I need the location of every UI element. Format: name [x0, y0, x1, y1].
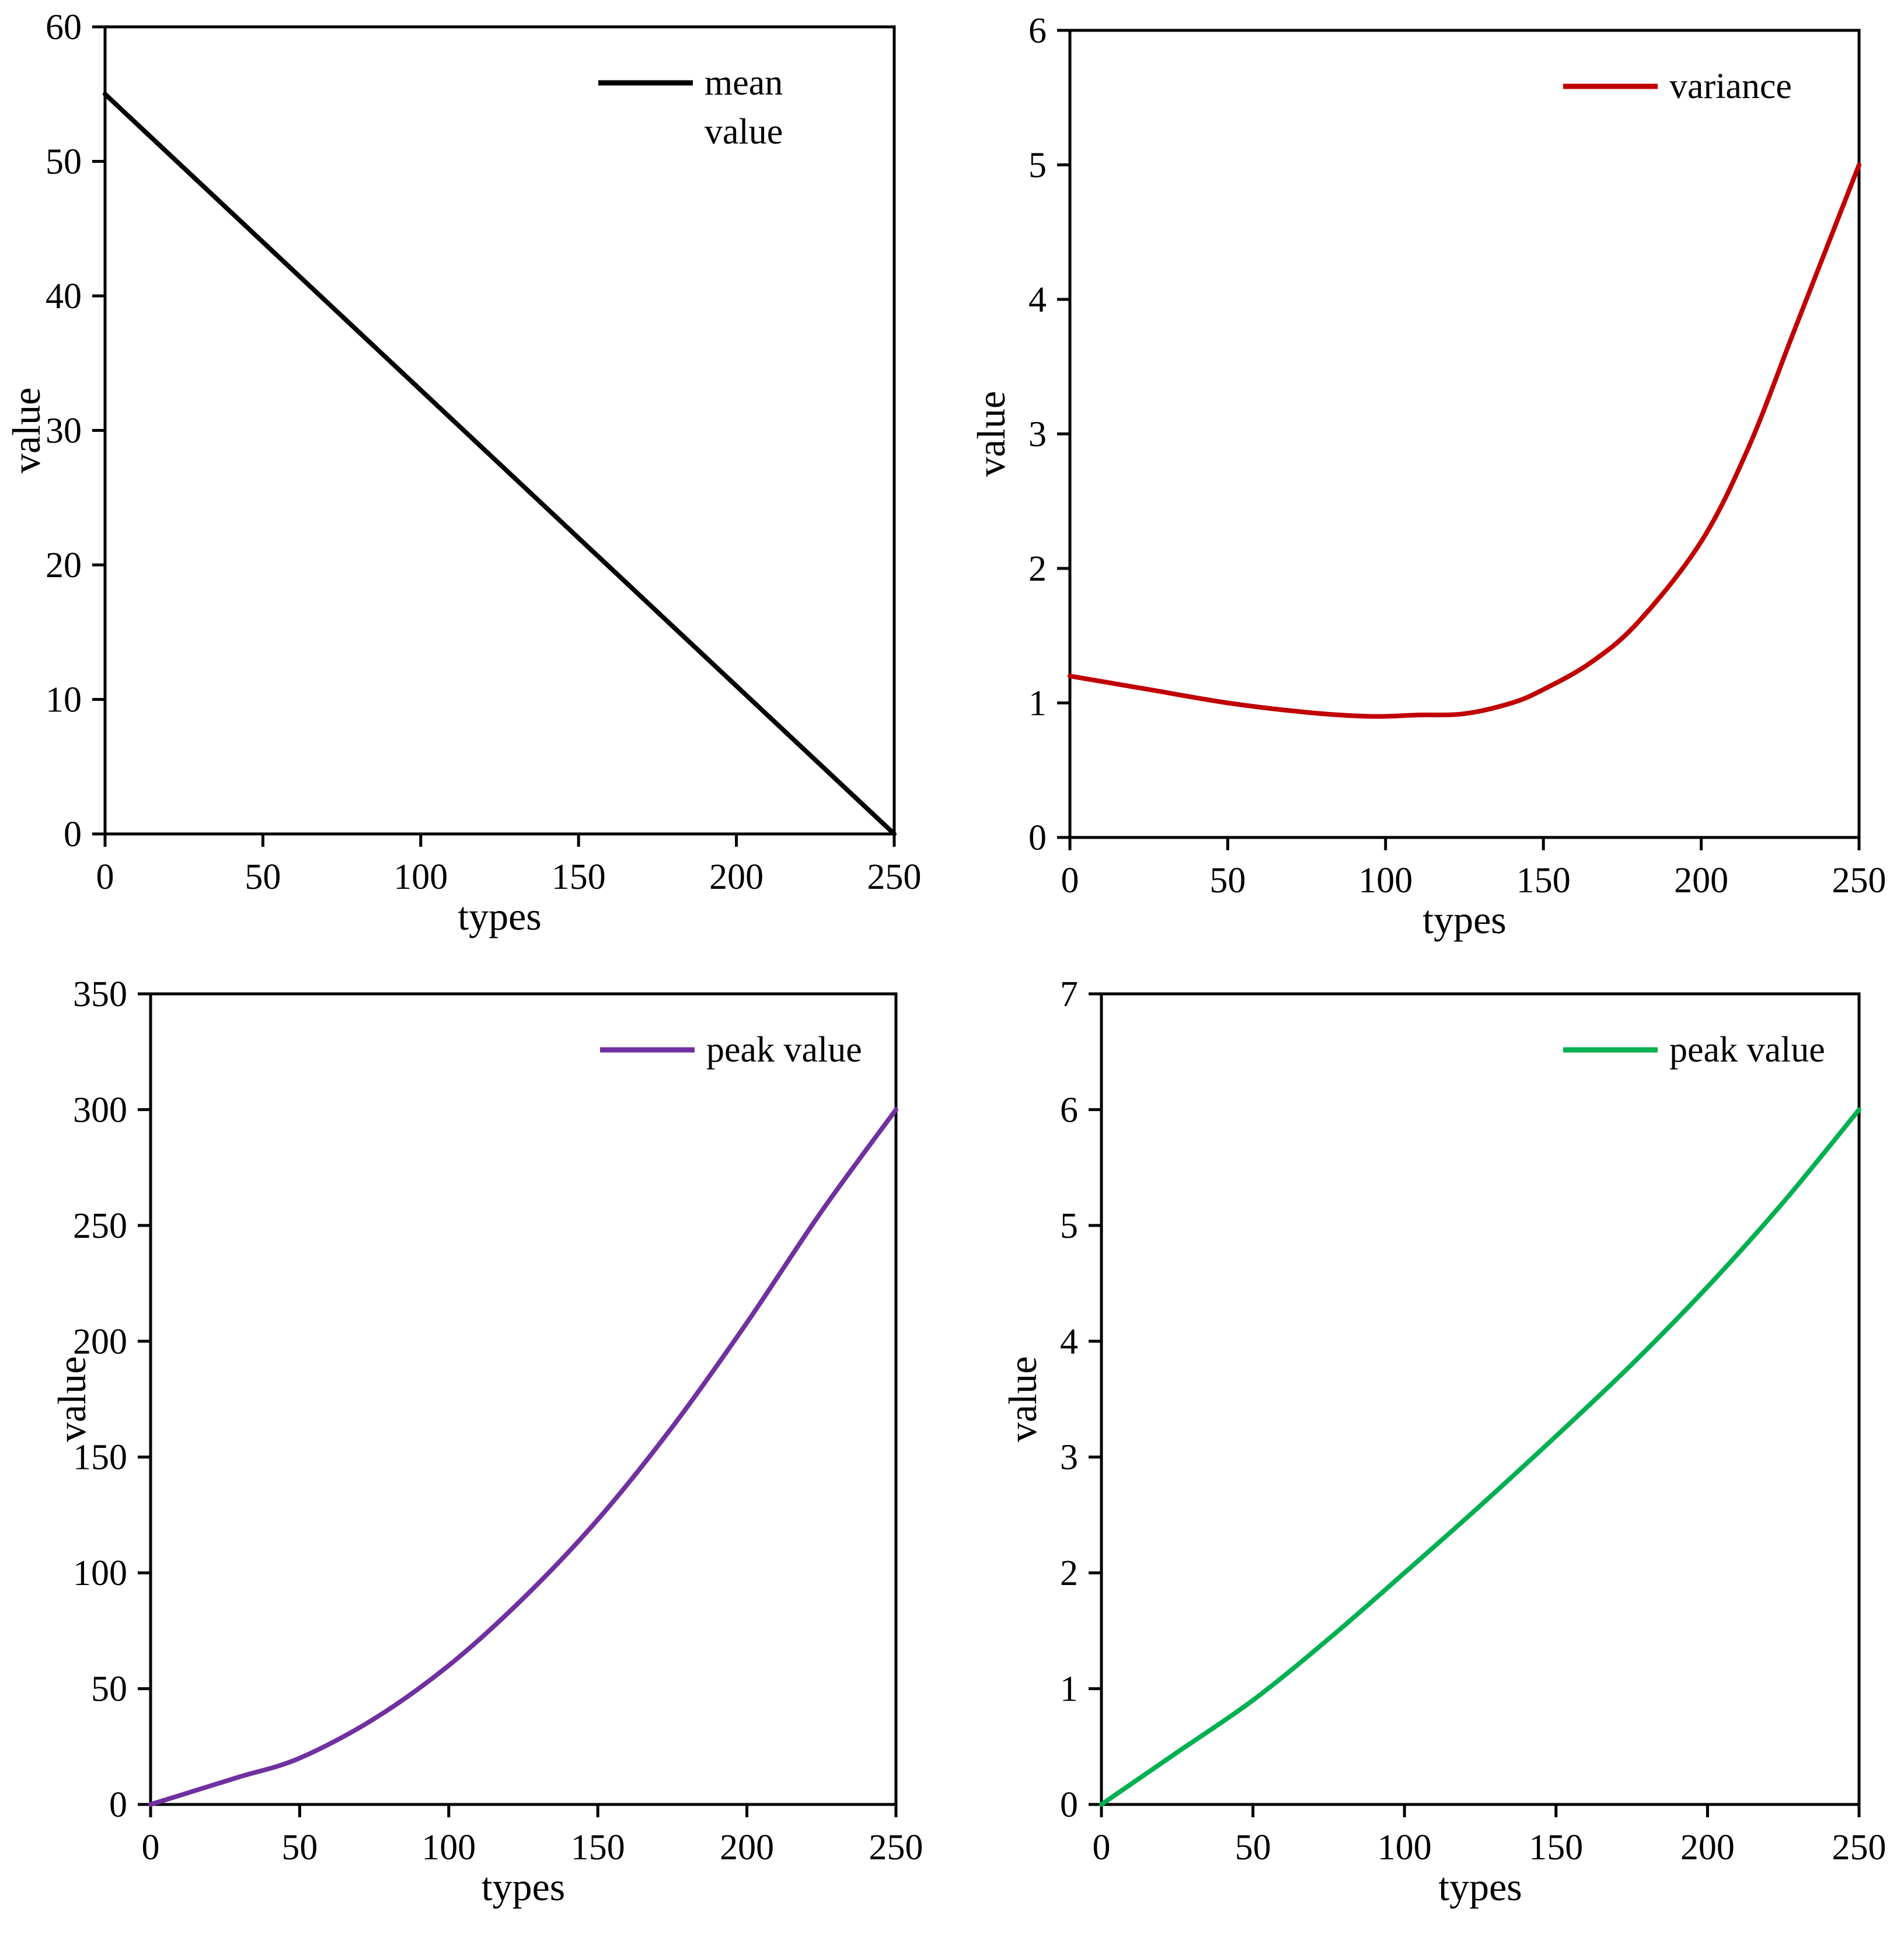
- y-tick-label: 4: [1060, 1322, 1078, 1362]
- x-tick-label: 250: [869, 1828, 923, 1867]
- plot-frame: [1100, 992, 1861, 1806]
- y-tick-label: 2: [1028, 549, 1047, 589]
- x-tick-label: 200: [1680, 1828, 1735, 1867]
- series-line-mean-value: [103, 92, 897, 836]
- y-tick-label: 200: [73, 1322, 127, 1362]
- x-tick-label: 150: [1516, 861, 1571, 900]
- y-tick-label: 1: [1028, 684, 1047, 724]
- y-tick-label: 7: [1060, 975, 1078, 1014]
- legend-label: peak value: [706, 1030, 862, 1070]
- x-tick-label: 250: [1832, 861, 1886, 900]
- y-tick-label: 40: [46, 277, 82, 316]
- y-axis-title: value: [969, 391, 1013, 477]
- x-tick-label: 50: [245, 857, 281, 897]
- legend-label: variance: [1669, 67, 1792, 106]
- x-tick-label: 100: [1358, 861, 1413, 900]
- y-tick-label: 5: [1060, 1206, 1078, 1246]
- plot-frame: [149, 992, 898, 1806]
- y-tick-label: 250: [73, 1206, 127, 1246]
- x-tick-label: 0: [1061, 861, 1079, 900]
- y-axis-title: value: [4, 388, 48, 473]
- y-axis-title: value: [1000, 1356, 1045, 1442]
- x-axis-title: types: [1438, 1865, 1522, 1909]
- x-tick-label: 100: [421, 1828, 476, 1867]
- y-tick-label: 3: [1060, 1438, 1078, 1478]
- legend: variance: [1563, 67, 1792, 106]
- x-tick-label: 200: [1674, 861, 1728, 900]
- chart-panel-3: 0 50 100 150 200 250 0 50 100 150 200 250 300 350 type…: [50, 975, 923, 1909]
- x-tick-label: 50: [1235, 1828, 1271, 1867]
- y-tick-label: 0: [1028, 818, 1047, 858]
- x-axis-title: types: [1422, 898, 1507, 942]
- x-tick-label: 150: [571, 1828, 625, 1867]
- series-line-peak-value: [1099, 1107, 1861, 1807]
- chart-panel-1: 0 50 100 150 200 2500102030405060typesvalueme…: [4, 8, 922, 938]
- x-tick-label: 150: [552, 857, 606, 897]
- x-tick-label: 200: [709, 857, 763, 897]
- y-tick-label: 0: [64, 815, 82, 854]
- y-tick-label: 1: [1060, 1670, 1078, 1709]
- y-tick-label: 100: [73, 1554, 127, 1593]
- y-tick-label: 60: [46, 8, 82, 47]
- chart-panel-4: 0 50 100 150 200 250 0 1 2 3 4 5 6 7 types value peak va…: [1000, 975, 1886, 1909]
- x-axis-title: types: [482, 1865, 566, 1909]
- y-tick-label: 4: [1028, 280, 1047, 320]
- y-tick-label: 10: [46, 680, 82, 720]
- legend-label: value: [705, 112, 783, 152]
- x-tick-label: 0: [96, 857, 114, 897]
- y-tick-label: 2: [1060, 1554, 1078, 1593]
- y-tick-label: 150: [73, 1438, 127, 1478]
- chart-panel-2: 0 50 100 150 200 250 0 1 2 3 4 5 6 types value variance: [969, 11, 1886, 942]
- plot-frame: [1068, 29, 1861, 839]
- legend: peak value: [1563, 1030, 1825, 1070]
- x-tick-label: 150: [1529, 1828, 1583, 1867]
- legend-label: mean: [705, 63, 783, 103]
- x-tick-label: 0: [142, 1828, 160, 1867]
- x-tick-label: 50: [281, 1828, 318, 1867]
- y-tick-label: 0: [109, 1785, 127, 1825]
- y-tick-label: 6: [1028, 11, 1047, 51]
- x-tick-label: 200: [720, 1828, 774, 1867]
- x-tick-label: 0: [1093, 1828, 1111, 1867]
- legend: peak value: [600, 1030, 862, 1070]
- x-tick-label: 100: [393, 857, 448, 897]
- series-line-variance: [1068, 162, 1861, 719]
- y-tick-label: 30: [46, 411, 82, 451]
- legend: mean value: [598, 63, 783, 152]
- y-tick-label: 0: [1060, 1785, 1078, 1825]
- y-tick-label: 5: [1028, 146, 1047, 186]
- y-tick-label: 50: [46, 142, 82, 182]
- x-tick-label: 50: [1209, 861, 1246, 900]
- y-axis-title: value: [50, 1356, 94, 1442]
- y-tick-label: 20: [46, 546, 82, 585]
- y-tick-label: 6: [1060, 1090, 1078, 1130]
- y-tick-label: 300: [73, 1090, 127, 1130]
- x-tick-label: 100: [1378, 1828, 1432, 1867]
- x-tick-label: 250: [1832, 1828, 1886, 1867]
- x-axis-title: types: [458, 894, 542, 938]
- legend-label: peak value: [1669, 1030, 1825, 1070]
- y-tick-label: 3: [1028, 415, 1047, 455]
- series-line-peak-value: [148, 1107, 898, 1807]
- y-tick-label: 350: [73, 975, 127, 1014]
- x-tick-label: 250: [867, 857, 922, 897]
- y-tick-label: 50: [91, 1670, 127, 1709]
